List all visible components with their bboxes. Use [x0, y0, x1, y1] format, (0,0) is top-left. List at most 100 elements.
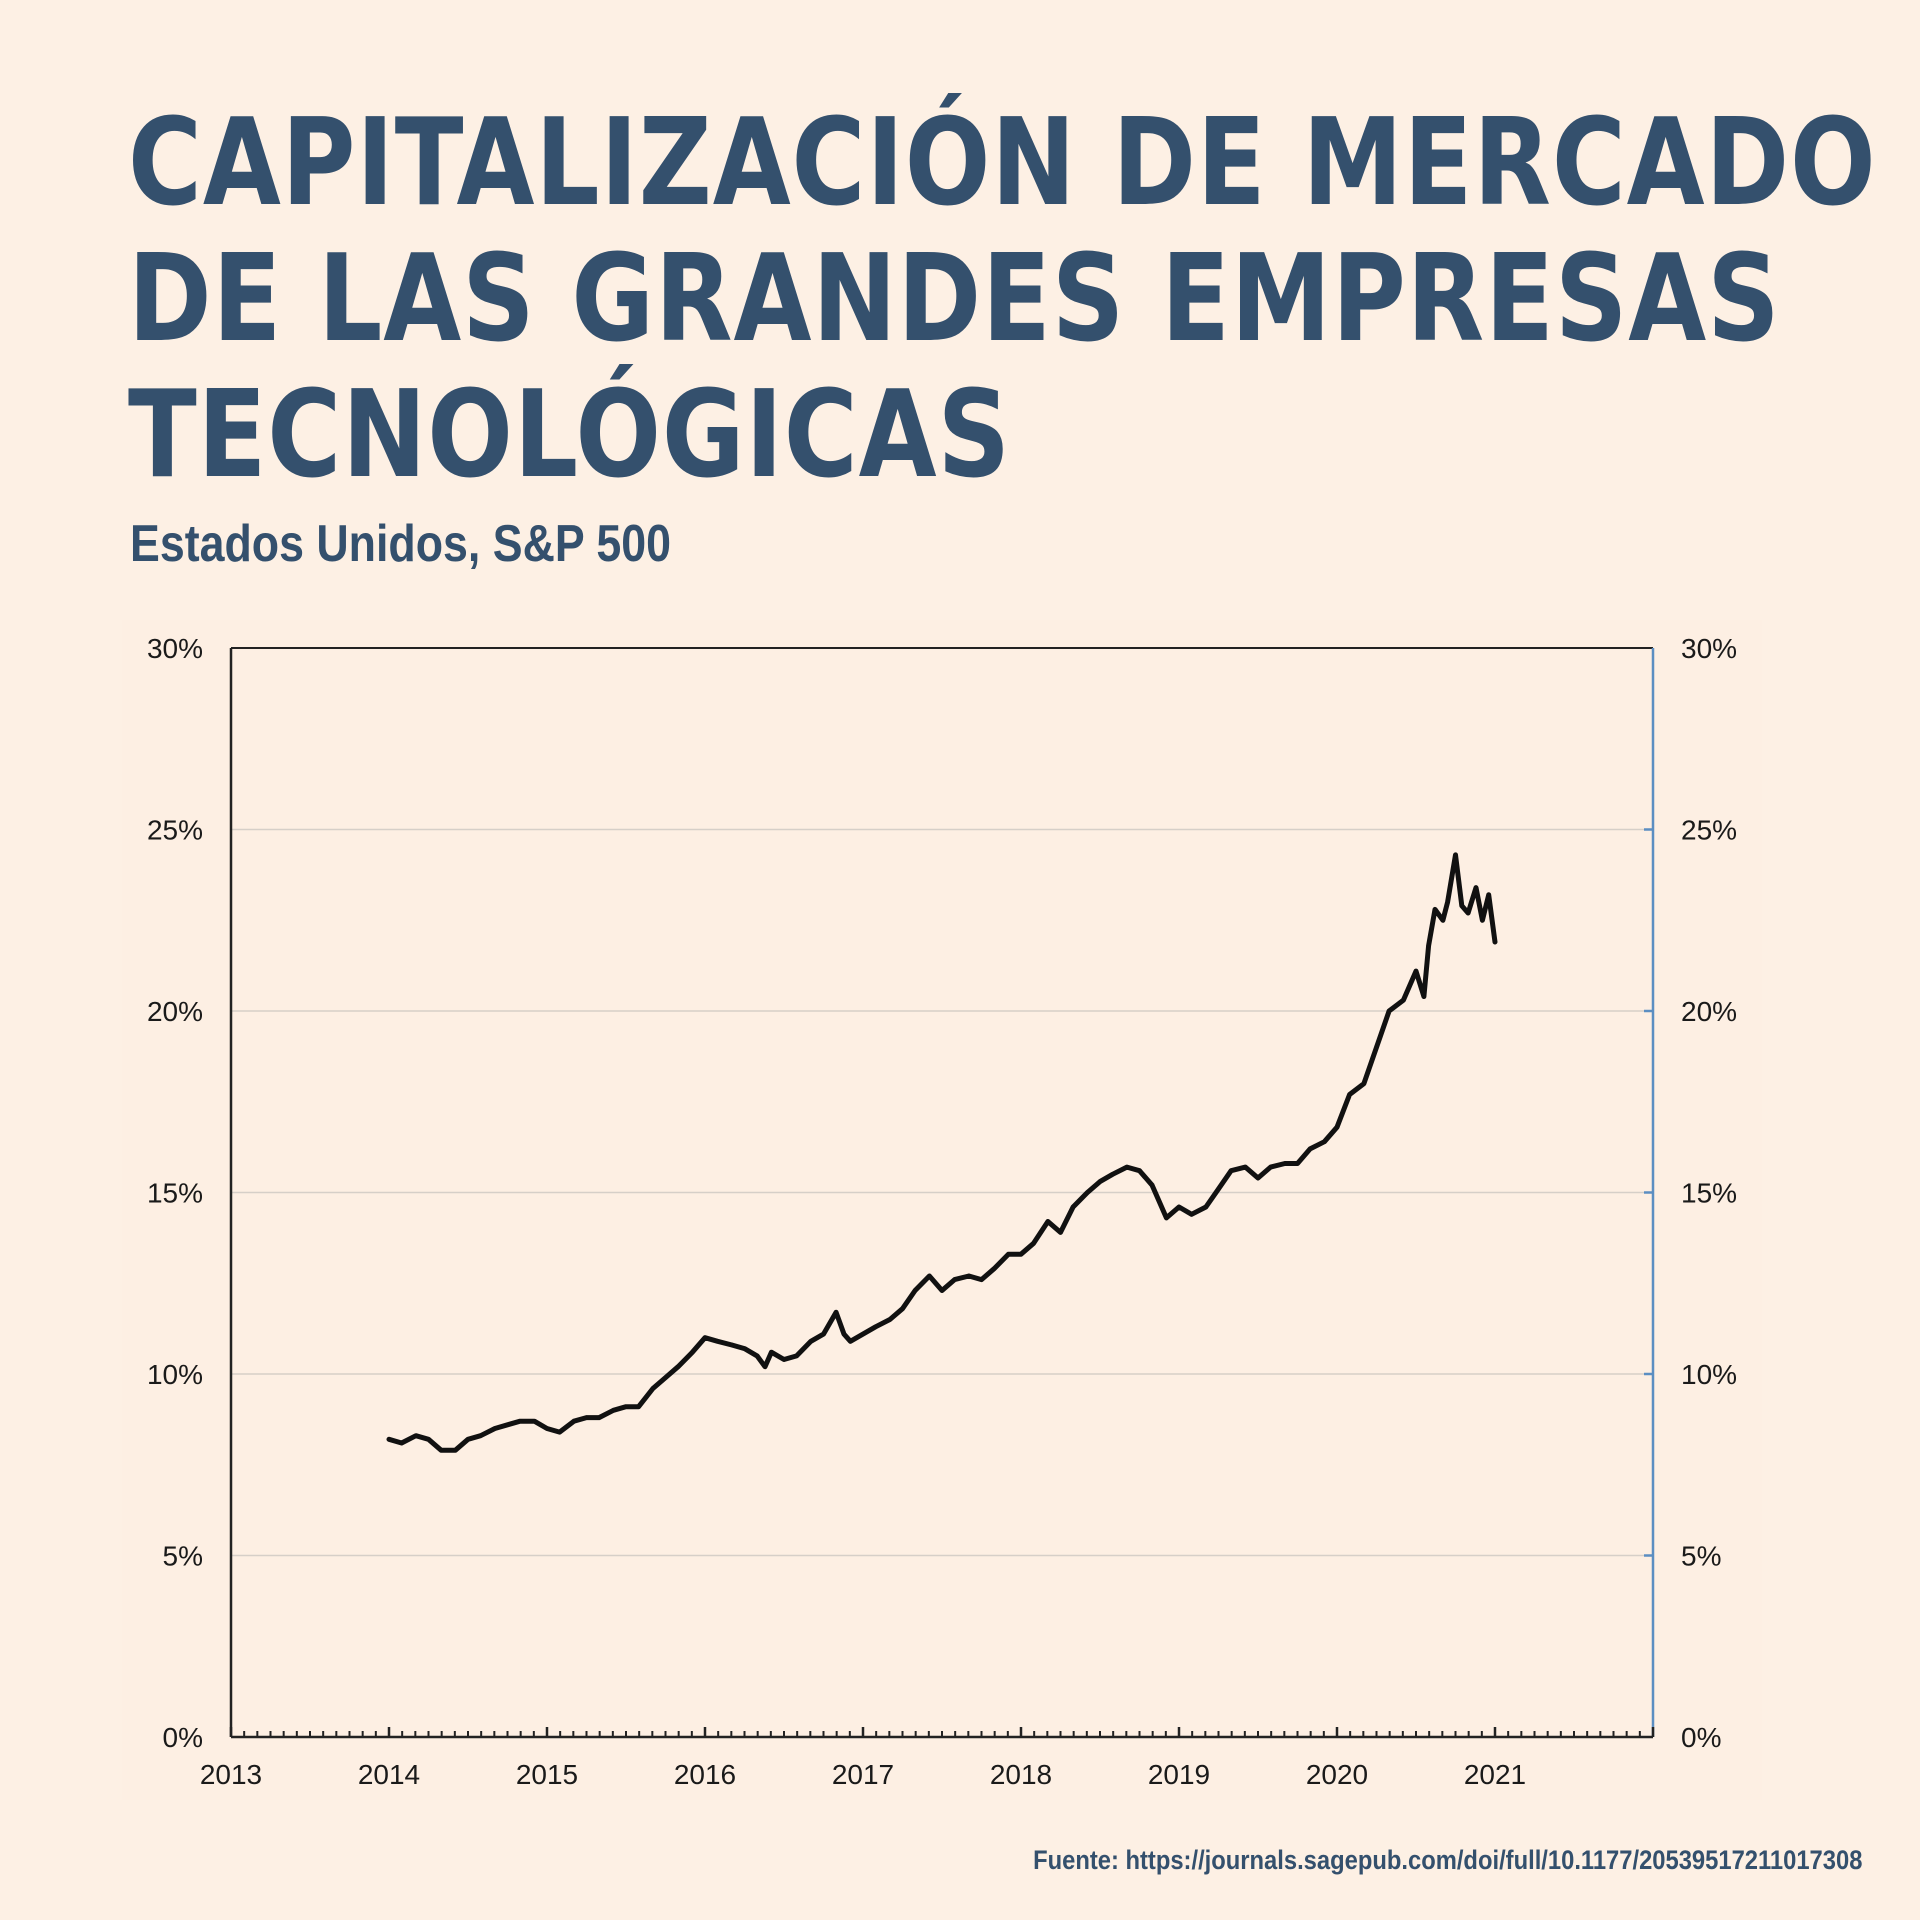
data-point — [1203, 1204, 1209, 1210]
data-point — [1453, 852, 1458, 858]
y-tick-label-left: 20% — [147, 996, 203, 1027]
data-point — [1164, 1215, 1169, 1221]
x-tick-label: 2018 — [990, 1759, 1052, 1790]
data-point — [492, 1426, 498, 1431]
data-point — [1018, 1252, 1024, 1257]
data-point — [821, 1331, 826, 1337]
data-point — [900, 1306, 905, 1311]
data-point — [1176, 1204, 1182, 1210]
data-point — [650, 1386, 656, 1391]
data-point — [887, 1317, 893, 1322]
data-point — [1137, 1168, 1142, 1173]
data-point — [1465, 910, 1471, 916]
data-point — [1386, 1008, 1392, 1014]
data-point — [754, 1353, 760, 1359]
data-point — [465, 1437, 471, 1442]
data-point — [675, 1364, 681, 1369]
data-point — [1031, 1241, 1036, 1246]
data-point — [517, 1419, 523, 1424]
y-tick-label-left: 5% — [163, 1541, 203, 1572]
data-point — [1307, 1146, 1313, 1152]
data-point — [979, 1277, 984, 1282]
data-point — [1189, 1212, 1194, 1217]
series-line — [386, 852, 1498, 1453]
data-point — [1045, 1219, 1051, 1224]
data-point — [1110, 1172, 1115, 1177]
data-point — [1374, 1045, 1379, 1050]
y-tick-label-left: 30% — [147, 633, 203, 664]
data-point — [1006, 1252, 1011, 1257]
data-point — [690, 1350, 695, 1355]
data-point — [1124, 1164, 1130, 1170]
data-point — [1070, 1204, 1076, 1210]
title-line-1: CAPITALIZACIÓN DE MERCADO — [128, 94, 1877, 233]
x-tick-label: 2016 — [674, 1759, 736, 1790]
y-tick-label-right: 30% — [1681, 633, 1737, 664]
data-point — [399, 1440, 404, 1446]
data-point — [663, 1375, 668, 1380]
data-point — [386, 1437, 392, 1442]
line-chart: 0% 5% 10% 15% 20% 25% 30% 0% 5% 10% 15% 20% 25% 30% 20… — [147, 633, 1737, 1790]
data-point — [841, 1331, 847, 1337]
y-tick-label-right: 20% — [1681, 996, 1737, 1027]
data-point — [636, 1404, 641, 1409]
data-point — [1440, 918, 1446, 923]
data-point — [557, 1429, 562, 1435]
data-point — [702, 1335, 708, 1340]
x-tick-label: 2013 — [200, 1759, 262, 1790]
data-point — [742, 1346, 747, 1351]
data-point — [1445, 899, 1450, 905]
data-point — [1243, 1164, 1248, 1170]
x-tick-label: 2021 — [1464, 1759, 1526, 1790]
data-point — [478, 1433, 483, 1438]
y-tick-label-left: 25% — [147, 815, 203, 846]
x-tick-label: 2017 — [832, 1759, 894, 1790]
data-point — [413, 1433, 419, 1438]
y-tick-label-right: 0% — [1681, 1722, 1721, 1753]
data-point — [952, 1277, 957, 1282]
data-point — [762, 1364, 768, 1369]
data-point — [729, 1342, 735, 1348]
x-tick-label: 2014 — [358, 1759, 420, 1790]
title-line-3: TECNOLÓGICAS — [128, 366, 1011, 505]
y-tick-label-left: 0% — [163, 1722, 203, 1753]
data-point — [1085, 1190, 1090, 1195]
data-point — [1421, 994, 1427, 999]
data-point — [1149, 1183, 1155, 1188]
data-point — [1426, 943, 1431, 948]
data-point — [1361, 1081, 1367, 1086]
data-point — [808, 1339, 814, 1344]
data-point — [1334, 1125, 1340, 1130]
data-point — [1413, 968, 1419, 974]
data-point — [1295, 1161, 1300, 1166]
data-point — [1432, 907, 1438, 912]
tick-labels: 0% 5% 10% 15% 20% 25% 30% 0% 5% 10% 15% 20% 25% 30% 20… — [147, 633, 1737, 1790]
data-point — [939, 1288, 945, 1293]
data-point — [966, 1273, 972, 1279]
data-point — [453, 1448, 458, 1453]
data-point — [623, 1404, 629, 1409]
series-lines — [386, 852, 1498, 1453]
data-point — [1486, 892, 1491, 897]
data-point — [1480, 918, 1485, 923]
source-note: Fuente: https://journals.sagepub.com/doi… — [1032, 1845, 1862, 1875]
data-point — [860, 1331, 866, 1337]
data-point — [781, 1357, 787, 1362]
data-point — [794, 1353, 799, 1359]
data-point — [1216, 1186, 1221, 1192]
x-tick-label: 2019 — [1148, 1759, 1210, 1790]
gridlines — [231, 828, 1653, 1557]
data-point — [848, 1339, 853, 1344]
data-point — [1473, 885, 1479, 890]
y-tick-label-left: 15% — [147, 1178, 203, 1209]
data-point — [426, 1437, 431, 1442]
chart-subtitle: Estados Unidos, S&P 500 — [130, 515, 671, 573]
data-point — [544, 1426, 550, 1431]
data-point — [912, 1288, 918, 1293]
data-point — [1401, 997, 1406, 1003]
data-point — [927, 1273, 932, 1279]
data-point — [1097, 1179, 1103, 1184]
data-point — [1347, 1092, 1352, 1097]
data-point — [1322, 1139, 1327, 1144]
data-point — [1268, 1164, 1273, 1170]
